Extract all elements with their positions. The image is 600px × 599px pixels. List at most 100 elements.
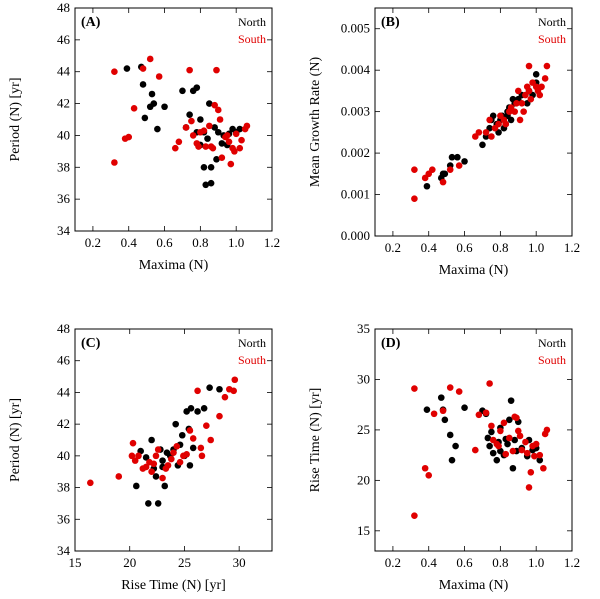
data-point-south: [527, 95, 535, 103]
data-point-south: [514, 87, 522, 95]
x-axis-title: Maxima (N): [439, 263, 509, 278]
data-point-north: [452, 442, 459, 450]
y-axis-title: Rise Time (N) [yr]: [308, 388, 323, 493]
y-tick-label: 0.003: [341, 104, 370, 119]
series-south: [111, 55, 251, 168]
data-point-south: [516, 432, 524, 440]
data-point-north: [172, 420, 179, 428]
data-point-north: [236, 125, 244, 133]
y-tick-label: 36: [57, 191, 71, 206]
data-point-south: [139, 65, 147, 72]
x-axis-title: Maxima (N): [139, 258, 209, 273]
y-tick-label: 38: [57, 159, 70, 174]
data-point-north: [197, 116, 204, 123]
data-point-south: [207, 143, 215, 150]
data-point-south: [189, 435, 197, 442]
data-point-south: [488, 133, 495, 140]
data-point-south: [455, 162, 463, 169]
data-point-south: [513, 100, 520, 107]
series-south: [411, 62, 551, 202]
data-point-south: [115, 473, 123, 480]
legend-north: North: [238, 336, 266, 350]
data-point-south: [482, 129, 490, 136]
x-tick-label: 20: [123, 555, 136, 570]
data-point-north: [193, 84, 201, 91]
data-point-north: [489, 449, 497, 457]
data-point-south: [207, 436, 215, 444]
data-point-south: [186, 66, 193, 74]
data-point-south: [411, 512, 418, 519]
data-point-south: [497, 427, 504, 435]
data-point-north: [214, 128, 222, 136]
data-point-south: [227, 160, 235, 168]
data-point-south: [155, 73, 163, 80]
data-point-north: [448, 153, 456, 161]
data-point-north: [218, 140, 226, 147]
data-point-south: [238, 136, 245, 144]
legend-north: North: [238, 15, 266, 29]
data-point-south: [186, 427, 194, 434]
data-point-south: [500, 419, 508, 427]
data-point-north: [448, 456, 456, 464]
data-point-north: [504, 440, 511, 448]
data-point-south: [527, 468, 535, 476]
data-point-south: [509, 447, 517, 455]
data-point-south: [538, 83, 545, 91]
data-point-north: [161, 103, 168, 111]
y-axis-title: Period (N) [yr]: [8, 78, 23, 162]
data-point-north: [441, 416, 449, 424]
y-tick-label: 20: [357, 472, 370, 487]
data-point-south: [152, 452, 160, 460]
data-point-north: [154, 500, 162, 507]
plot-frame: [374, 328, 573, 552]
data-point-south: [536, 91, 544, 99]
data-point-south: [231, 148, 238, 155]
data-point-south: [506, 434, 513, 442]
chart-panel-2: 15 20 25 30 34 36 38 40 42 44 46 48 Rise Time (N) [y…: [8, 321, 273, 593]
data-point-south: [230, 387, 237, 395]
data-point-south: [135, 452, 142, 460]
data-point-south: [173, 443, 181, 450]
data-point-south: [170, 449, 177, 456]
data-point-north: [141, 114, 149, 122]
data-point-north: [507, 397, 515, 404]
data-point-south: [216, 116, 224, 123]
data-point-south: [513, 414, 520, 422]
data-point-south: [514, 427, 522, 435]
data-point-south: [430, 410, 438, 418]
data-point-south: [455, 388, 463, 395]
data-point-south: [197, 128, 204, 136]
data-point-south: [525, 87, 533, 95]
data-point-north: [142, 454, 150, 461]
data-point-south: [206, 122, 213, 130]
data-point-south: [511, 108, 518, 115]
data-point-south: [475, 129, 483, 136]
y-tick-label: 0.000: [341, 228, 370, 243]
chart-panel-1: 0.2 0.4 0.6 0.8 1.0 1.2 0.000 0.001 0.002 0.003 0.…: [308, 7, 580, 278]
data-point-south: [411, 166, 418, 173]
x-tick-label: 1.0: [528, 240, 544, 255]
data-point-north: [493, 456, 501, 464]
data-point-south: [411, 385, 418, 392]
y-tick-label: 42: [57, 416, 70, 431]
data-point-south: [425, 472, 433, 479]
data-point-north: [204, 135, 211, 142]
x-axis-title: Maxima (N): [439, 578, 509, 593]
data-point-north: [211, 124, 218, 131]
data-point-south: [214, 106, 222, 114]
y-tick-label: 40: [57, 127, 70, 142]
chart-panel-3: 0.2 0.4 0.6 0.8 1.0 1.2 15 20 25 30 35 Maxima (N) Ri…: [308, 321, 580, 593]
data-point-north: [189, 444, 197, 452]
data-point-north: [488, 428, 495, 436]
data-point-north: [423, 406, 431, 414]
x-tick-label: 1.2: [564, 555, 580, 570]
data-point-north: [511, 436, 518, 444]
x-tick-label: 0.6: [456, 240, 473, 255]
y-tick-label: 25: [357, 422, 370, 437]
plot-frame: [74, 7, 273, 232]
y-tick-label: 0.001: [341, 187, 370, 202]
legend-south: South: [238, 353, 266, 367]
x-axis-title: Rise Time (N) [yr]: [121, 578, 226, 593]
data-point-north: [186, 111, 193, 119]
y-axis-title: Period (N) [yr]: [8, 398, 23, 482]
